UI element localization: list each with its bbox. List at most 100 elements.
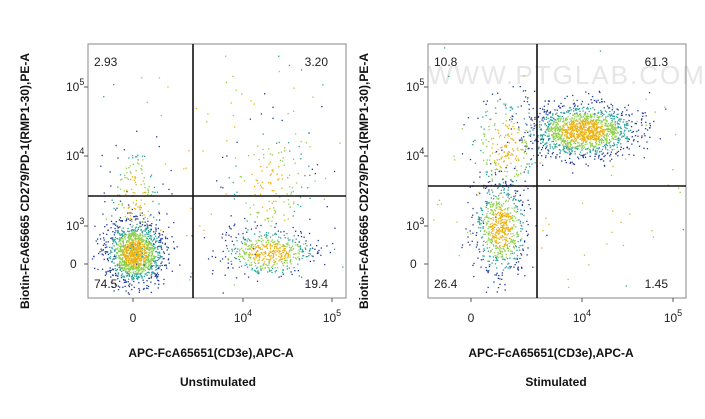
event-dot — [153, 255, 155, 257]
event-dot — [571, 150, 573, 152]
event-dot — [567, 126, 569, 128]
event-dot — [597, 112, 599, 114]
event-dot — [269, 208, 271, 210]
event-dot — [141, 276, 143, 278]
event-dot — [602, 132, 605, 134]
event-dot — [243, 250, 245, 253]
event-dot — [134, 177, 136, 180]
event-dot — [279, 196, 281, 198]
event-dot — [128, 247, 131, 249]
event-dot — [167, 259, 169, 261]
event-dot — [513, 266, 515, 268]
event-dot — [493, 195, 495, 197]
event-dot — [489, 118, 491, 121]
event-dot — [537, 148, 540, 150]
event-dot — [129, 234, 131, 236]
event-dot — [136, 270, 138, 272]
event-dot — [559, 107, 561, 109]
event-dot — [562, 140, 564, 142]
event-dot — [137, 251, 139, 253]
event-dot — [274, 271, 276, 273]
event-dot — [151, 264, 153, 267]
event-dot — [141, 155, 144, 157]
event-dot — [608, 107, 611, 109]
event-dot — [133, 216, 135, 218]
event-dot — [487, 202, 489, 204]
event-dot — [133, 260, 135, 262]
event-dot — [134, 219, 137, 221]
event-dot — [154, 261, 157, 263]
event-dot — [128, 275, 131, 277]
event-dot — [620, 127, 622, 130]
event-dot — [138, 251, 140, 253]
event-dot — [581, 124, 583, 126]
event-dot — [505, 103, 507, 105]
event-dot — [221, 258, 224, 260]
event-dot — [507, 245, 509, 247]
event-dot — [595, 142, 598, 145]
event-dot — [543, 116, 545, 118]
event-dot — [491, 138, 493, 140]
event-dot — [143, 246, 145, 249]
event-dot — [244, 217, 246, 220]
event-dot — [506, 193, 508, 196]
event-dot — [482, 222, 485, 224]
event-dot — [649, 122, 651, 125]
event-dot — [542, 134, 544, 136]
event-dot — [157, 251, 159, 254]
event-dot — [567, 111, 569, 113]
event-dot — [298, 249, 300, 251]
event-dot — [159, 234, 161, 236]
event-dot — [258, 255, 260, 257]
event-dot — [249, 253, 251, 255]
event-dot — [574, 128, 576, 130]
event-dot — [118, 249, 120, 251]
event-dot — [132, 278, 134, 280]
event-dot — [588, 131, 590, 134]
event-dot — [514, 257, 516, 259]
event-dot — [150, 237, 152, 239]
event-dot — [501, 146, 503, 148]
event-dot — [141, 251, 143, 253]
event-dot — [113, 249, 115, 251]
event-dot — [548, 100, 550, 102]
event-dot — [496, 224, 498, 226]
event-dot — [146, 241, 148, 244]
event-dot — [509, 212, 512, 214]
event-dot — [129, 242, 131, 244]
event-dot — [117, 289, 120, 291]
event-dot — [130, 237, 132, 239]
event-dot — [605, 128, 608, 130]
event-dot — [524, 145, 526, 147]
event-dot — [147, 268, 150, 270]
event-dot — [604, 134, 606, 136]
event-dot — [276, 247, 278, 249]
event-dot — [528, 204, 530, 206]
event-dot — [616, 127, 619, 129]
event-dot — [524, 150, 526, 152]
event-dot — [287, 253, 289, 255]
event-dot — [586, 106, 589, 109]
event-dot — [501, 255, 503, 257]
event-dot — [609, 124, 611, 127]
event-dot — [504, 136, 506, 138]
event-dot — [137, 206, 139, 208]
event-dot — [300, 235, 303, 238]
event-dot — [248, 256, 250, 258]
event-dot — [565, 161, 567, 164]
event-dot — [156, 240, 158, 242]
event-dot — [562, 129, 564, 132]
event-dot — [482, 226, 484, 228]
event-dot — [504, 250, 506, 252]
event-dot — [155, 266, 157, 268]
event-dot — [486, 171, 488, 173]
event-dot — [509, 215, 511, 218]
event-dot — [623, 123, 626, 126]
event-dot — [604, 154, 606, 157]
event-dot — [499, 250, 501, 252]
event-dot — [119, 239, 122, 242]
event-dot — [129, 219, 131, 222]
event-dot — [508, 213, 510, 215]
event-dot — [476, 194, 478, 196]
